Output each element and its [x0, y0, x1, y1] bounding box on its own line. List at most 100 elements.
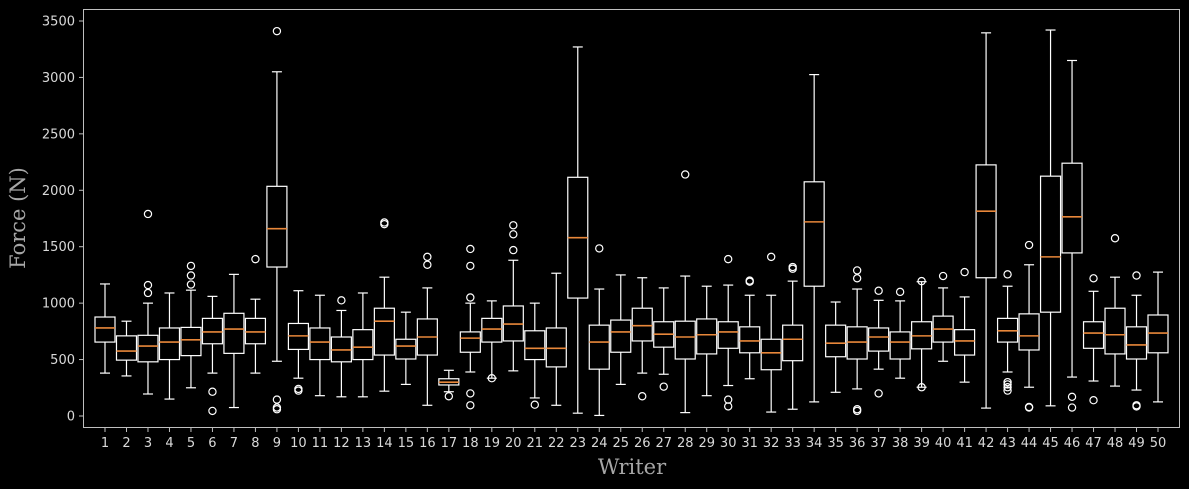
iqr-box — [266, 185, 288, 268]
outlier-point — [681, 170, 690, 179]
box-writer-18 — [459, 244, 481, 410]
iqr-box — [459, 331, 481, 353]
box-writer-2 — [115, 320, 138, 377]
box-writer-33 — [782, 262, 804, 410]
outlier-point — [1089, 274, 1098, 283]
outlier-point — [1024, 240, 1034, 250]
iqr-box — [1061, 162, 1083, 254]
outlier-point — [1132, 271, 1141, 280]
outlier-point — [251, 254, 260, 264]
iqr-box — [846, 326, 868, 360]
box-writer-13 — [352, 292, 374, 398]
outlier-point — [1003, 377, 1012, 387]
outlier-point — [337, 296, 346, 305]
x-tick-label: 47 — [1085, 436, 1102, 451]
box-writer-14 — [373, 218, 395, 392]
iqr-box — [1082, 321, 1105, 349]
outlier-point — [272, 26, 282, 36]
outlier-point — [208, 406, 217, 416]
iqr-box — [953, 329, 976, 356]
x-tick-label: 28 — [677, 436, 694, 451]
x-tick-label: 27 — [655, 436, 672, 451]
x-tick-label: 41 — [956, 436, 973, 451]
x-tick-label: 9 — [273, 436, 281, 451]
x-tick-label: 3 — [144, 436, 152, 451]
iqr-box — [1147, 314, 1169, 354]
outlier-point — [595, 244, 604, 253]
box-writer-16 — [416, 252, 438, 406]
box-writer-46 — [1061, 59, 1083, 412]
outlier-point — [788, 264, 797, 273]
outlier-point — [917, 383, 926, 392]
box-writer-7 — [223, 273, 245, 409]
outlier-point — [1067, 392, 1077, 402]
y-tick-label: 2000 — [42, 184, 75, 199]
plot-frame — [83, 9, 1180, 428]
outlier-point — [1067, 403, 1077, 412]
box-writer-8 — [244, 254, 267, 374]
outlier-point — [380, 219, 389, 229]
x-axis-ticks: 1 2 3 4 5 6 7 8 9 10 11 12 13 14 15 16 17 18 19 20 21 22 23 24 2… — [101, 428, 1166, 451]
outlier-point — [487, 373, 497, 383]
box-writer-35 — [825, 301, 847, 393]
x-tick-label: 33 — [784, 436, 801, 451]
box-writer-15 — [395, 311, 417, 385]
iqr-box — [373, 307, 395, 356]
x-tick-label: 24 — [591, 436, 608, 451]
outlier-point — [186, 280, 196, 289]
box-writer-37 — [868, 286, 890, 398]
outlier-point — [466, 293, 475, 302]
iqr-box — [545, 327, 567, 368]
box-writer-34 — [803, 73, 825, 403]
x-tick-label: 48 — [1107, 436, 1124, 451]
box-writer-1 — [94, 283, 116, 374]
x-tick-label: 25 — [612, 436, 629, 451]
iqr-box — [825, 324, 847, 358]
outlier-point — [874, 389, 883, 398]
outlier-point — [423, 260, 432, 269]
iqr-box — [180, 326, 202, 357]
outlier-point — [1003, 383, 1012, 392]
outlier-point — [766, 252, 776, 262]
y-axis-label: Force (N) — [6, 167, 30, 269]
x-tick-label: 44 — [1021, 436, 1038, 451]
outlier-point — [208, 387, 217, 396]
y-tick-label: 3500 — [42, 14, 75, 29]
outlier-point — [466, 244, 475, 254]
iqr-box — [223, 312, 245, 354]
x-axis-label: Writer — [598, 455, 667, 479]
outlier-point — [960, 267, 969, 277]
x-tick-label: 34 — [806, 436, 823, 451]
iqr-box — [975, 164, 997, 279]
box-writer-45 — [1039, 29, 1062, 407]
outlier-point — [1003, 386, 1012, 395]
x-tick-label: 2 — [122, 436, 130, 451]
x-tick-label: 49 — [1128, 436, 1145, 451]
outlier-point — [938, 271, 948, 281]
iqr-box — [244, 317, 267, 345]
iqr-box — [674, 320, 696, 360]
x-tick-label: 30 — [720, 436, 737, 451]
x-tick-label: 18 — [462, 436, 479, 451]
y-tick-label: 500 — [50, 353, 75, 368]
x-tick-label: 16 — [419, 436, 436, 451]
iqr-box — [631, 307, 653, 342]
outlier-point — [874, 286, 883, 295]
iqr-box — [889, 331, 911, 360]
outlier-point — [294, 386, 303, 395]
iqr-box — [739, 326, 761, 354]
x-tick-label: 29 — [698, 436, 715, 451]
outlier-point — [186, 261, 196, 271]
x-tick-label: 6 — [208, 436, 216, 451]
box-writer-42 — [975, 32, 997, 409]
box-writer-30 — [717, 254, 739, 411]
box-writer-28 — [674, 170, 696, 414]
box-writer-48 — [1104, 234, 1126, 387]
box-writer-27 — [653, 287, 675, 391]
y-tick-label: 1500 — [42, 240, 75, 255]
box-writer-50 — [1147, 271, 1169, 403]
outlier-point — [1089, 395, 1098, 405]
iqr-box — [588, 324, 610, 370]
x-tick-label: 8 — [251, 436, 259, 451]
outlier-point — [724, 402, 733, 411]
